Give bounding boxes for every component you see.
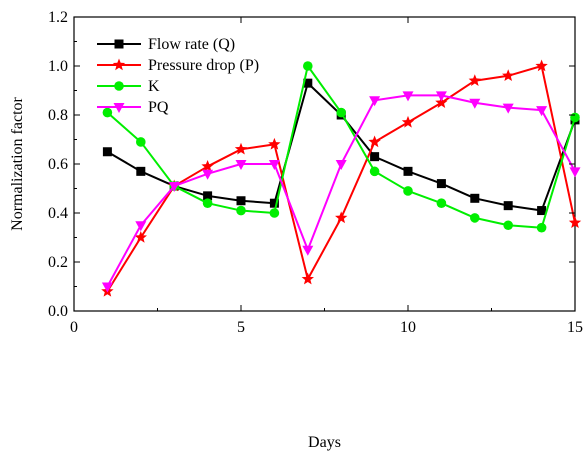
data-point xyxy=(536,222,547,233)
data-point xyxy=(537,206,547,216)
x-tick-label: 0 xyxy=(70,319,78,336)
legend-entry: K xyxy=(97,78,160,95)
data-point xyxy=(470,193,480,203)
data-point xyxy=(335,160,347,170)
data-point xyxy=(136,137,146,147)
data-point xyxy=(369,96,381,107)
data-point xyxy=(403,186,413,196)
data-point xyxy=(435,96,448,109)
y-tick-label: 0.0 xyxy=(48,303,68,320)
legend-label: K xyxy=(148,78,160,95)
legend-marker xyxy=(112,58,126,71)
x-axis-title: Days xyxy=(308,434,341,451)
data-point xyxy=(136,166,146,176)
data-point xyxy=(502,69,515,82)
data-point xyxy=(570,112,580,123)
data-point xyxy=(268,137,281,150)
y-tick-label: 1.0 xyxy=(48,58,68,75)
data-point xyxy=(535,59,548,72)
series-line xyxy=(106,82,576,212)
y-tick-label: 0.6 xyxy=(48,156,68,173)
data-point xyxy=(502,103,514,114)
legend-marker xyxy=(114,81,124,91)
y-tick-label: 1.2 xyxy=(48,9,68,26)
series-line xyxy=(106,65,576,292)
x-tick-label: 5 xyxy=(237,319,245,336)
data-point xyxy=(436,179,446,189)
data-point xyxy=(503,220,513,231)
data-point xyxy=(234,142,248,155)
data-point xyxy=(336,107,347,118)
data-point xyxy=(203,191,213,201)
data-point xyxy=(201,159,214,172)
legend-marker xyxy=(113,103,125,113)
data-point xyxy=(101,282,113,293)
data-point xyxy=(134,231,147,243)
data-point xyxy=(236,196,246,206)
series-0 xyxy=(102,78,580,216)
data-point xyxy=(202,198,213,208)
data-point xyxy=(370,152,380,162)
data-point xyxy=(268,160,280,170)
data-point xyxy=(503,201,513,211)
data-point xyxy=(568,216,582,229)
legend: Flow rate (Q) Pressure drop (P) K PQ xyxy=(97,36,259,116)
data-point xyxy=(368,135,381,148)
data-point xyxy=(269,208,280,218)
data-point xyxy=(436,198,447,208)
x-tick-label: 10 xyxy=(400,319,416,336)
legend-label: Flow rate (Q) xyxy=(148,36,235,53)
legend-label: PQ xyxy=(148,99,169,116)
data-point xyxy=(102,147,112,157)
y-tick-label: 0.8 xyxy=(48,107,68,124)
data-point xyxy=(402,91,414,102)
data-point xyxy=(403,166,413,176)
legend-entry: Pressure drop (P) xyxy=(97,57,259,74)
data-point xyxy=(301,272,314,285)
data-point xyxy=(468,74,481,86)
data-point xyxy=(235,160,247,170)
data-point xyxy=(303,61,313,71)
series-layer xyxy=(101,59,582,297)
legend-entry: PQ xyxy=(97,99,169,116)
y-tick-label: 0.2 xyxy=(48,254,68,271)
data-point xyxy=(302,245,314,256)
data-point xyxy=(269,198,279,208)
data-point xyxy=(335,211,348,224)
legend-entry: Flow rate (Q) xyxy=(97,36,235,53)
legend-label: Pressure drop (P) xyxy=(148,57,259,74)
data-point xyxy=(470,213,480,223)
legend-marker xyxy=(114,39,124,49)
x-tick-label: 15 xyxy=(567,319,583,336)
series-1 xyxy=(101,59,582,297)
data-point xyxy=(469,98,481,109)
y-axis-title: Normalization factor xyxy=(9,96,26,230)
data-point xyxy=(102,107,113,118)
data-point xyxy=(168,182,180,193)
data-point xyxy=(569,167,581,178)
data-point xyxy=(369,166,380,177)
data-point xyxy=(536,106,548,117)
data-point xyxy=(135,221,147,232)
data-point xyxy=(435,91,447,102)
data-point xyxy=(303,78,313,88)
data-point xyxy=(236,205,246,216)
series-3 xyxy=(101,91,581,293)
axis-ticks: 0 5 10 15 0.0 0.2 0.4 0.6 0.8 1.0 1.2 xyxy=(48,9,583,336)
data-point xyxy=(401,115,415,128)
y-tick-label: 0.4 xyxy=(48,205,68,222)
data-point xyxy=(202,169,214,180)
